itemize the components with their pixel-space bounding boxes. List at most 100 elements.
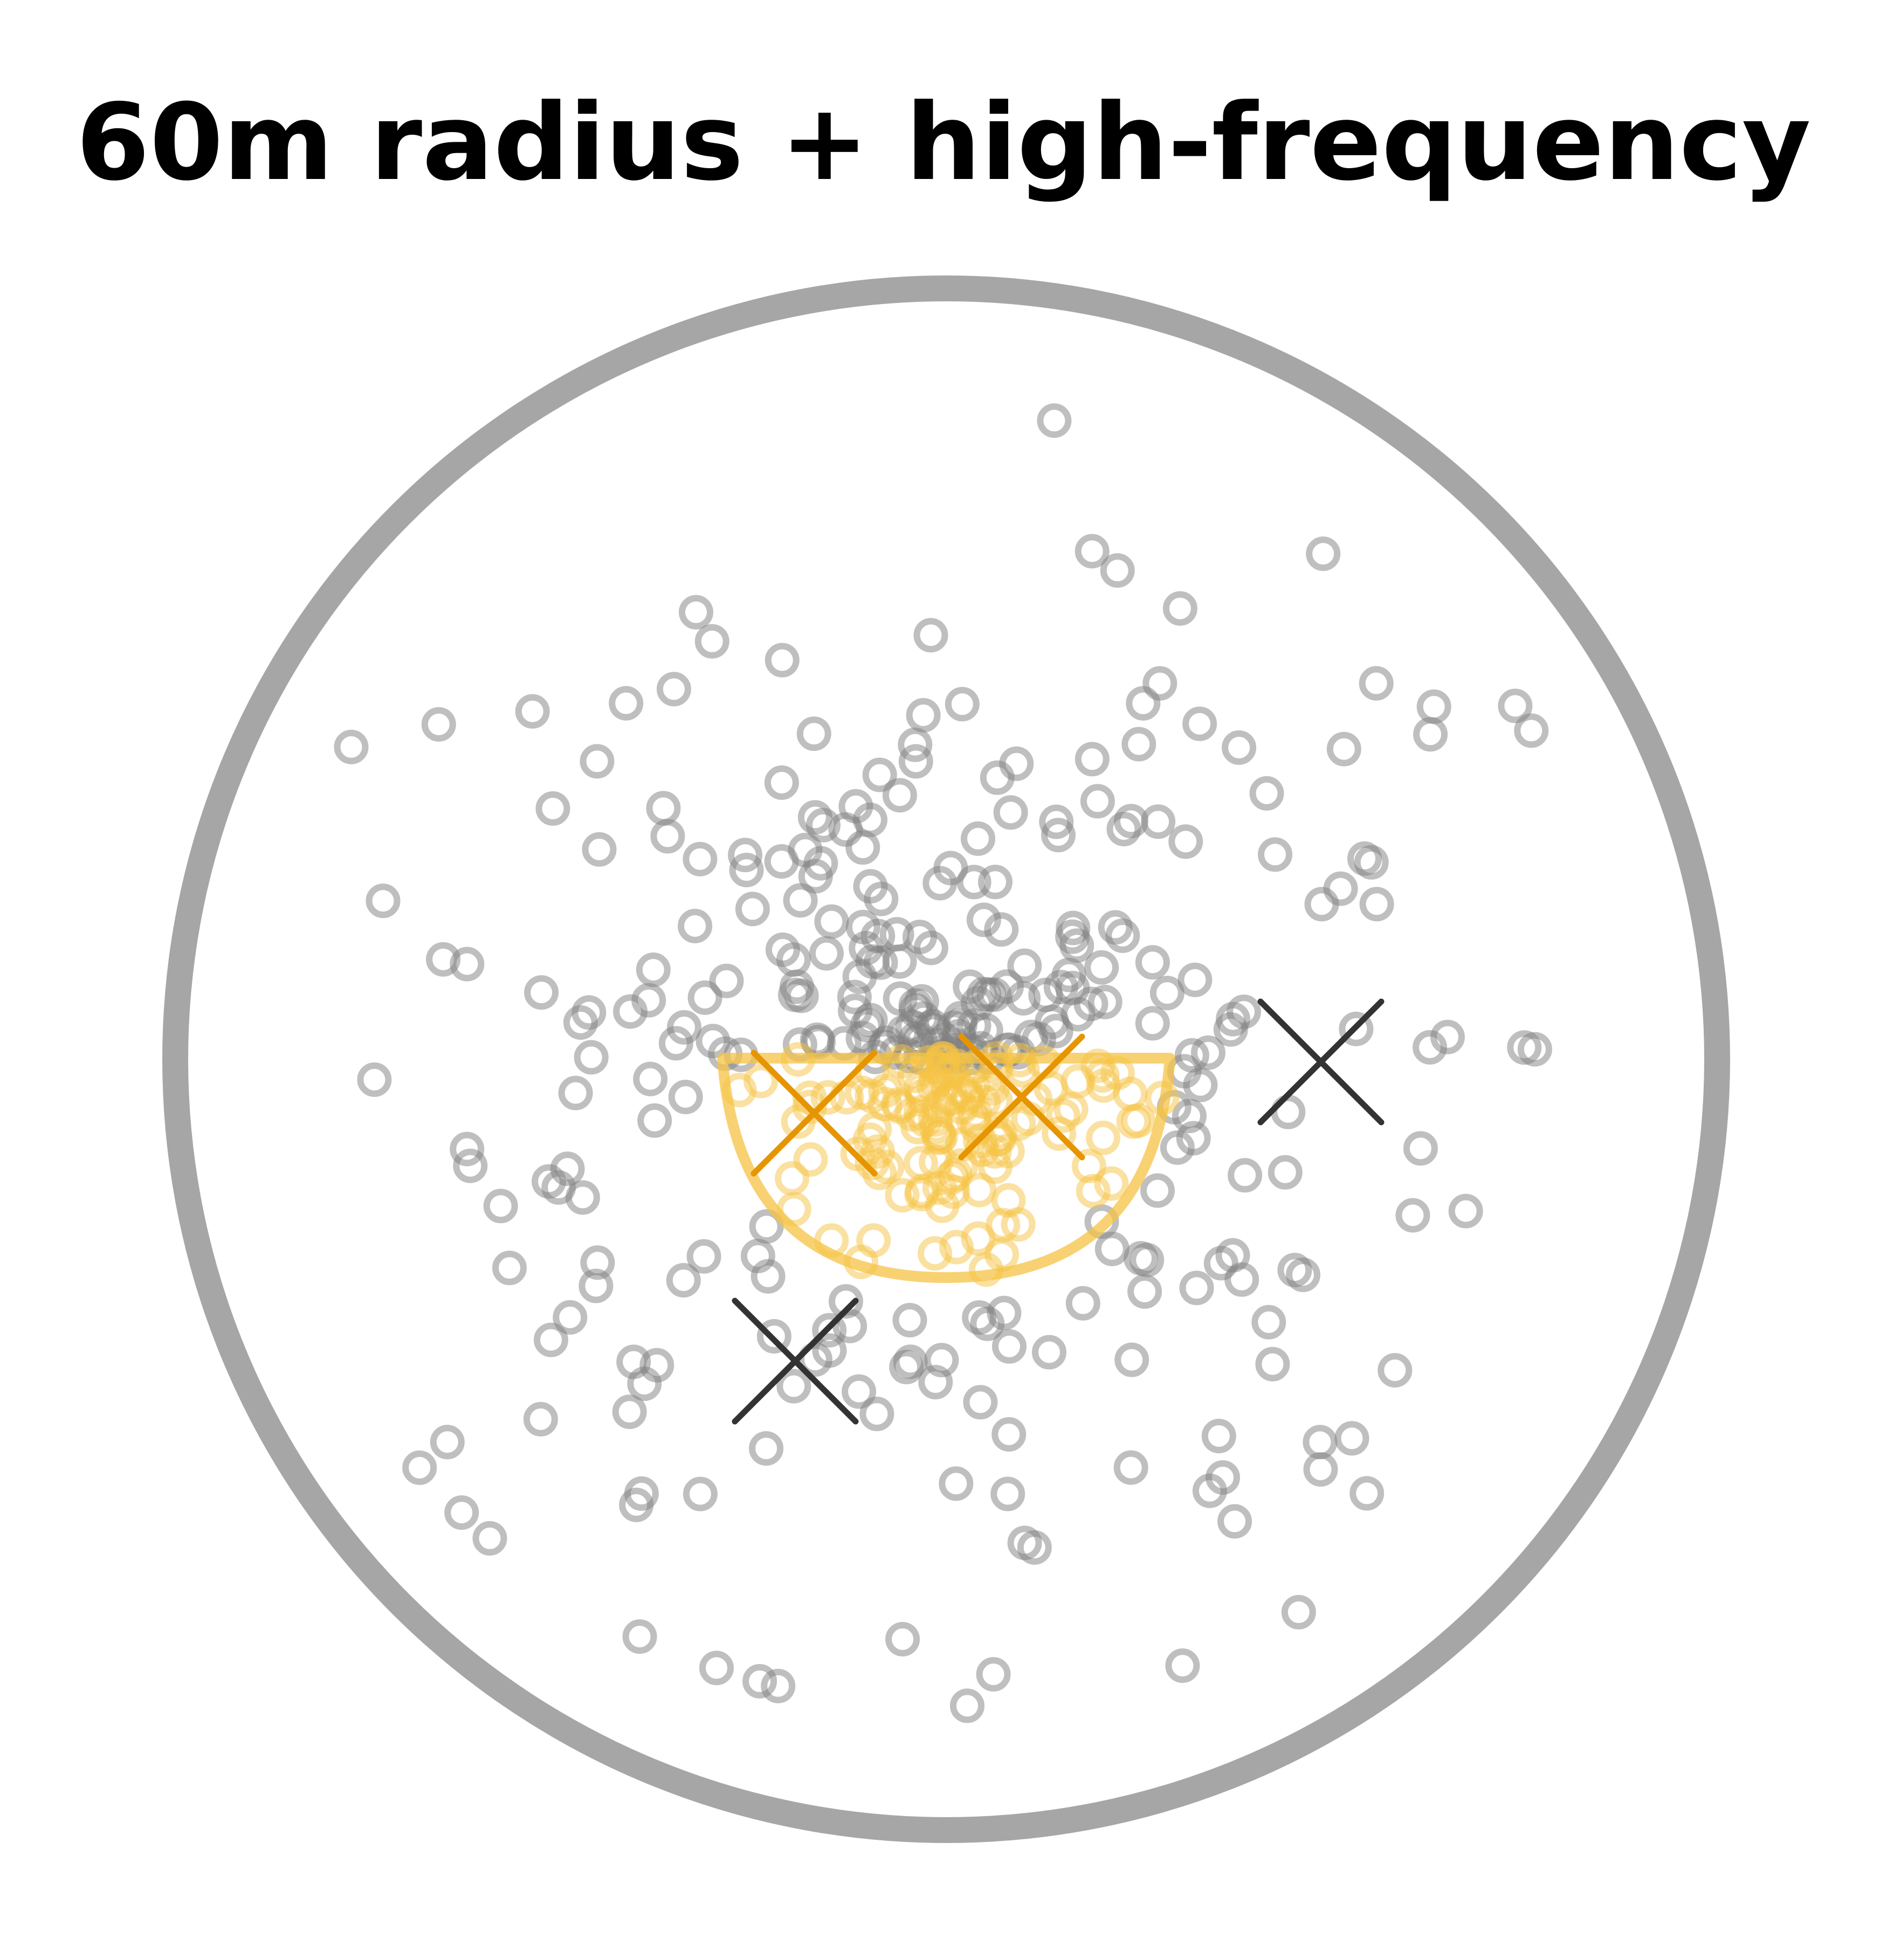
location-point	[683, 1476, 718, 1512]
location-point	[1041, 818, 1076, 853]
location-point	[776, 1369, 811, 1404]
location-point	[1190, 1035, 1225, 1070]
location-point	[550, 1151, 585, 1186]
location-point	[334, 729, 369, 764]
location-point	[1182, 706, 1217, 741]
high-frequency-point	[885, 1178, 920, 1213]
location-point	[357, 1062, 392, 1097]
high-frequency-region	[717, 1053, 1175, 1283]
location-point	[402, 1450, 437, 1485]
location-point	[1113, 1450, 1148, 1485]
location-point	[492, 1251, 527, 1286]
location-point	[612, 1395, 647, 1429]
location-point	[450, 947, 485, 982]
location-point	[991, 1417, 1027, 1452]
location-point	[1135, 1006, 1170, 1041]
location-point	[1127, 1274, 1162, 1309]
location-point	[950, 1688, 984, 1723]
location-point	[961, 821, 995, 856]
location-point	[933, 851, 968, 886]
location-point	[1065, 1286, 1100, 1321]
location-point	[1514, 713, 1549, 748]
location-point	[976, 1657, 1011, 1692]
cluster-markers	[732, 998, 1385, 1425]
location-point	[631, 983, 666, 1018]
location-point	[728, 838, 763, 873]
location-point	[729, 853, 764, 887]
location-point	[1037, 403, 1072, 438]
location-point	[761, 1668, 796, 1703]
location-point	[1039, 804, 1074, 839]
location-point	[574, 1040, 609, 1075]
location-point	[1448, 1193, 1483, 1229]
high-frequency-point	[855, 1079, 890, 1114]
location-point	[966, 902, 1001, 937]
location-point	[992, 1329, 1027, 1364]
high-frequency-point	[810, 1080, 845, 1115]
high-frequency-point	[884, 1044, 919, 1079]
high-frequency-point	[1060, 1064, 1096, 1099]
location-point	[1075, 742, 1110, 777]
location-point	[472, 1521, 507, 1556]
location-point	[1286, 1258, 1320, 1292]
location-point	[1105, 918, 1140, 953]
location-point	[656, 672, 691, 707]
high-frequency-point	[1071, 1149, 1106, 1184]
location-point	[694, 624, 729, 659]
location-point	[906, 1001, 941, 1036]
high-frequency-point	[1086, 1120, 1121, 1155]
location-point	[1165, 1648, 1200, 1683]
location-point	[563, 1005, 598, 1040]
location-point	[699, 1651, 734, 1686]
location-point	[1224, 1262, 1259, 1297]
location-point	[864, 881, 899, 916]
location-point	[646, 791, 681, 826]
location-point	[580, 1245, 615, 1280]
location-point	[1206, 1460, 1240, 1495]
location-point	[687, 980, 722, 1015]
location-point	[1121, 727, 1156, 762]
location-point	[1007, 948, 1042, 983]
location-point	[812, 1313, 847, 1348]
high-frequency-point	[1145, 1080, 1180, 1115]
location-point	[421, 707, 456, 742]
location-point	[1498, 688, 1533, 723]
location-point	[1217, 1504, 1252, 1539]
location-point	[678, 908, 713, 943]
location-point	[1303, 1425, 1338, 1460]
location-point	[809, 936, 844, 971]
location-point	[366, 884, 401, 919]
location-point	[984, 912, 1019, 947]
location-point	[1222, 730, 1257, 765]
location-point	[842, 1374, 877, 1409]
high-frequency-point	[856, 1223, 891, 1258]
location-point	[1395, 1198, 1430, 1233]
location-point	[1378, 1353, 1413, 1388]
location-point	[1303, 1452, 1338, 1487]
location-point	[1323, 871, 1358, 906]
location-point	[1100, 553, 1135, 588]
location-point	[1359, 887, 1394, 922]
location-point	[679, 595, 713, 630]
location-point	[1249, 776, 1284, 811]
location-point	[683, 841, 718, 877]
location-point	[523, 1402, 558, 1437]
location-point	[1304, 887, 1339, 922]
location-point	[1201, 1419, 1236, 1453]
location-point	[1142, 666, 1177, 701]
location-point	[1306, 536, 1341, 571]
location-point	[636, 953, 671, 987]
high-frequency-point	[775, 1161, 810, 1196]
location-point	[796, 716, 831, 751]
location-point	[862, 757, 897, 792]
location-point	[892, 1303, 927, 1337]
location-point	[1114, 1342, 1149, 1377]
location-point	[668, 1080, 703, 1114]
high-frequency-point	[918, 1236, 952, 1271]
location-point	[1080, 784, 1115, 819]
location-point	[686, 1239, 721, 1274]
high-frequency-point	[939, 1230, 974, 1265]
x-marker	[732, 1298, 859, 1425]
location-point	[842, 959, 877, 994]
location-point	[978, 865, 1013, 900]
